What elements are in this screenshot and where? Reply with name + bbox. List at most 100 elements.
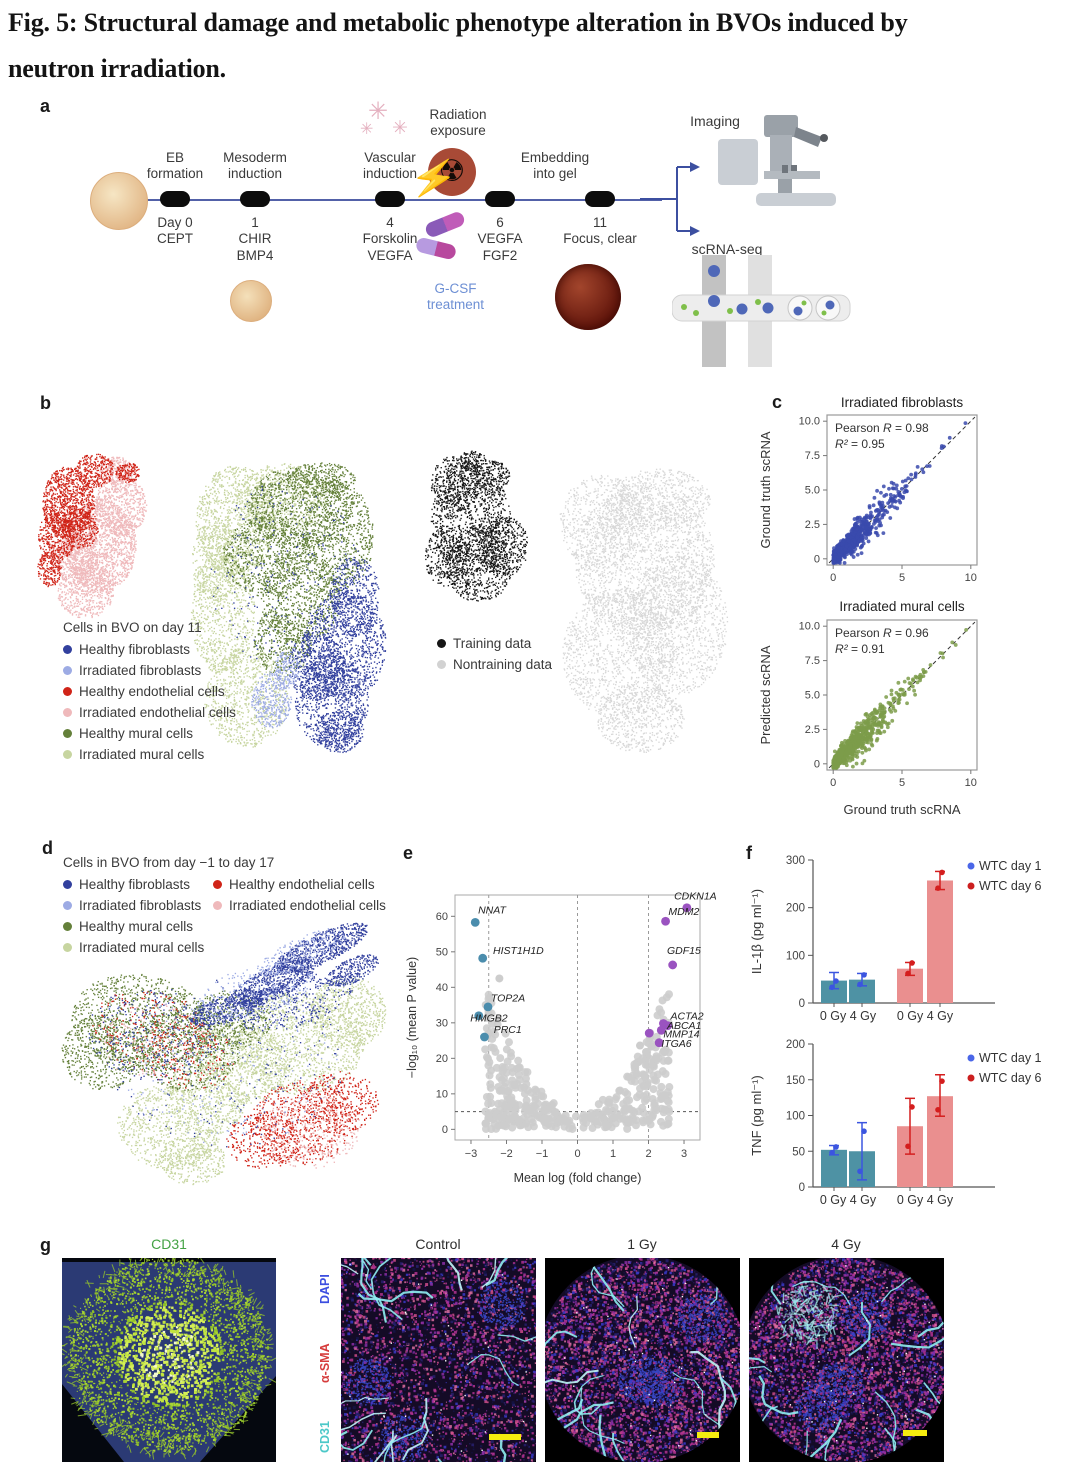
svg-text:50: 50 — [792, 1146, 805, 1158]
legend-title: Cells in BVO from day −1 to day 17 — [63, 855, 275, 870]
legend-dot-icon — [437, 639, 446, 648]
svg-text:MMP14: MMP14 — [663, 1029, 699, 1041]
panel-label-g: g — [40, 1235, 51, 1255]
svg-text:0: 0 — [814, 553, 820, 565]
eb-organoid-illustration — [90, 172, 148, 230]
svg-text:ITGA6: ITGA6 — [661, 1038, 692, 1050]
legend-item-label: Healthy fibroblasts — [79, 877, 191, 892]
legend-item: Healthy fibroblasts — [63, 642, 236, 657]
svg-text:Pearson R = 0.98: Pearson R = 0.98 — [835, 421, 929, 435]
legend-dot-icon — [63, 666, 72, 675]
lightning-bolt-icon: ⚡ — [407, 154, 461, 204]
legend-item-label: Irradiated endothelial cells — [229, 898, 386, 913]
legend-item-label: Nontraining data — [453, 657, 553, 672]
svg-text:30: 30 — [436, 1017, 448, 1029]
svg-text:7.5: 7.5 — [805, 655, 820, 667]
svg-text:10.0: 10.0 — [799, 416, 820, 428]
legend-dot-icon — [437, 660, 446, 669]
svg-text:0: 0 — [442, 1124, 448, 1136]
timeline-node — [160, 191, 190, 207]
timeline-label: Mesoderm induction — [223, 150, 287, 182]
svg-text:2.5: 2.5 — [805, 724, 820, 736]
svg-text:5.0: 5.0 — [805, 690, 820, 702]
svg-text:7.5: 7.5 — [805, 450, 820, 462]
legend-item-label: Training data — [453, 636, 532, 651]
image-title: CD31 — [151, 1236, 187, 1252]
control-stain-image — [341, 1258, 536, 1462]
timeline-label: EB formation — [146, 150, 204, 182]
training-data-legend: Training data Nontraining data — [437, 636, 552, 678]
stain-channel-label: CD31 — [318, 1421, 332, 1453]
legend-dot-icon — [213, 901, 222, 910]
stain-channel-label: α-SMA — [318, 1343, 332, 1383]
timeline-label: Day 0 CEPT — [156, 215, 193, 247]
svg-text:ACTA2: ACTA2 — [670, 1010, 704, 1022]
svg-text:−3: −3 — [465, 1148, 478, 1160]
panel-label-f: f — [746, 843, 752, 863]
svg-text:5: 5 — [899, 777, 905, 789]
svg-text:50: 50 — [436, 946, 448, 958]
microfluidic-device-icon — [672, 255, 851, 367]
scrna-seq-label: scRNA-seq — [691, 241, 763, 257]
svg-text:10: 10 — [436, 1088, 448, 1100]
radiation-hazard-icon: ☢ — [428, 148, 476, 196]
legend-item: Healthy mural cells — [63, 726, 236, 741]
svg-text:3: 3 — [681, 1148, 687, 1160]
legend-item: Irradiated fibroblasts — [63, 663, 236, 678]
legend-dot-icon — [213, 880, 222, 889]
svg-text:0 Gy 4 Gy: 0 Gy 4 Gy — [897, 1193, 954, 1207]
panel-label-c: c — [772, 392, 783, 412]
bar-chart-tnf: 0 50 100 150 200 TNF (pg ml⁻¹) 0 Gy 4 Gy 0 Gy 4… — [749, 1039, 1042, 1207]
svg-text:HMGB2: HMGB2 — [470, 1012, 508, 1024]
legend-item-label: Healthy endothelial cells — [229, 877, 375, 892]
mesoderm-organoid-illustration — [230, 280, 272, 322]
svg-text:−log₁₀ (mean P value): −log₁₀ (mean P value) — [405, 957, 419, 1078]
timeline-label: 11 Focus, clear — [563, 215, 637, 247]
svg-text:60: 60 — [436, 911, 448, 923]
volcano-plot: 0 10 20 30 40 50 60 −3 −2 −1 0 1 2 3 Mean log (fold ch… — [405, 890, 717, 1185]
umap-cells-day11 — [35, 445, 395, 760]
legend-item-label: Irradiated endothelial cells — [79, 705, 236, 720]
svg-text:0 Gy 4 Gy: 0 Gy 4 Gy — [897, 1009, 954, 1023]
svg-text:−2: −2 — [500, 1148, 513, 1160]
svg-text:GDF15: GDF15 — [667, 945, 701, 957]
branch-arrows — [640, 162, 700, 236]
figure-title-line2: neutron irradiation. — [8, 54, 226, 83]
svg-text:10: 10 — [965, 777, 977, 789]
timeline-node — [485, 191, 515, 207]
image-title: 4 Gy — [831, 1236, 861, 1252]
panel-label-a: a — [40, 96, 51, 116]
svg-text:20: 20 — [436, 1053, 448, 1065]
4gy-stain-image — [749, 1258, 944, 1462]
svg-text:HIST1H1D: HIST1H1D — [493, 945, 544, 957]
svg-text:Irradiated fibroblasts: Irradiated fibroblasts — [841, 395, 964, 410]
svg-text:200: 200 — [786, 1039, 805, 1051]
svg-text:100: 100 — [786, 950, 805, 962]
legend-item: Irradiated endothelial cells — [63, 705, 236, 720]
legend-dot-icon — [63, 750, 72, 759]
svg-text:Irradiated mural cells: Irradiated mural cells — [839, 599, 965, 614]
svg-text:TOP2A: TOP2A — [491, 993, 525, 1005]
svg-text:R² = 0.91: R² = 0.91 — [835, 642, 885, 656]
figure-title-line1: Fig. 5: Structural damage and metabolic … — [8, 8, 908, 37]
svg-text:150: 150 — [786, 1075, 805, 1087]
bvo-day11-legend: Cells in BVO on day 11 Healthy fibroblast… — [63, 620, 236, 768]
panel-label-b: b — [40, 393, 51, 413]
svg-text:0 Gy 4 Gy: 0 Gy 4 Gy — [820, 1009, 877, 1023]
legend-dot-icon — [63, 729, 72, 738]
imaging-label: Imaging — [690, 113, 740, 129]
svg-text:PRC1: PRC1 — [494, 1024, 522, 1036]
svg-text:WTC day 1: WTC day 1 — [979, 1051, 1042, 1065]
legend-item-label: Healthy endothelial cells — [79, 684, 225, 699]
svg-text:2: 2 — [645, 1148, 651, 1160]
timeline-label: 6 VEGFA FGF2 — [477, 215, 523, 263]
timeline-node — [375, 191, 405, 207]
svg-text:Ground truth scRNA: Ground truth scRNA — [758, 431, 773, 548]
timeline-label: 1 CHIR BMP4 — [236, 215, 274, 263]
legend-item-label: Healthy mural cells — [79, 726, 194, 741]
gcsf-treatment-label: G-CSF treatment — [426, 281, 485, 313]
svg-text:1: 1 — [610, 1148, 616, 1160]
scatter-irradiated-fibroblasts: 0 2.5 5.0 7.5 10.0 0 5 10 Irradiated fibroblasts… — [758, 395, 978, 584]
legend-title: Cells in BVO on day 11 — [63, 620, 202, 635]
svg-text:Mean log (fold change): Mean log (fold change) — [514, 1171, 642, 1185]
